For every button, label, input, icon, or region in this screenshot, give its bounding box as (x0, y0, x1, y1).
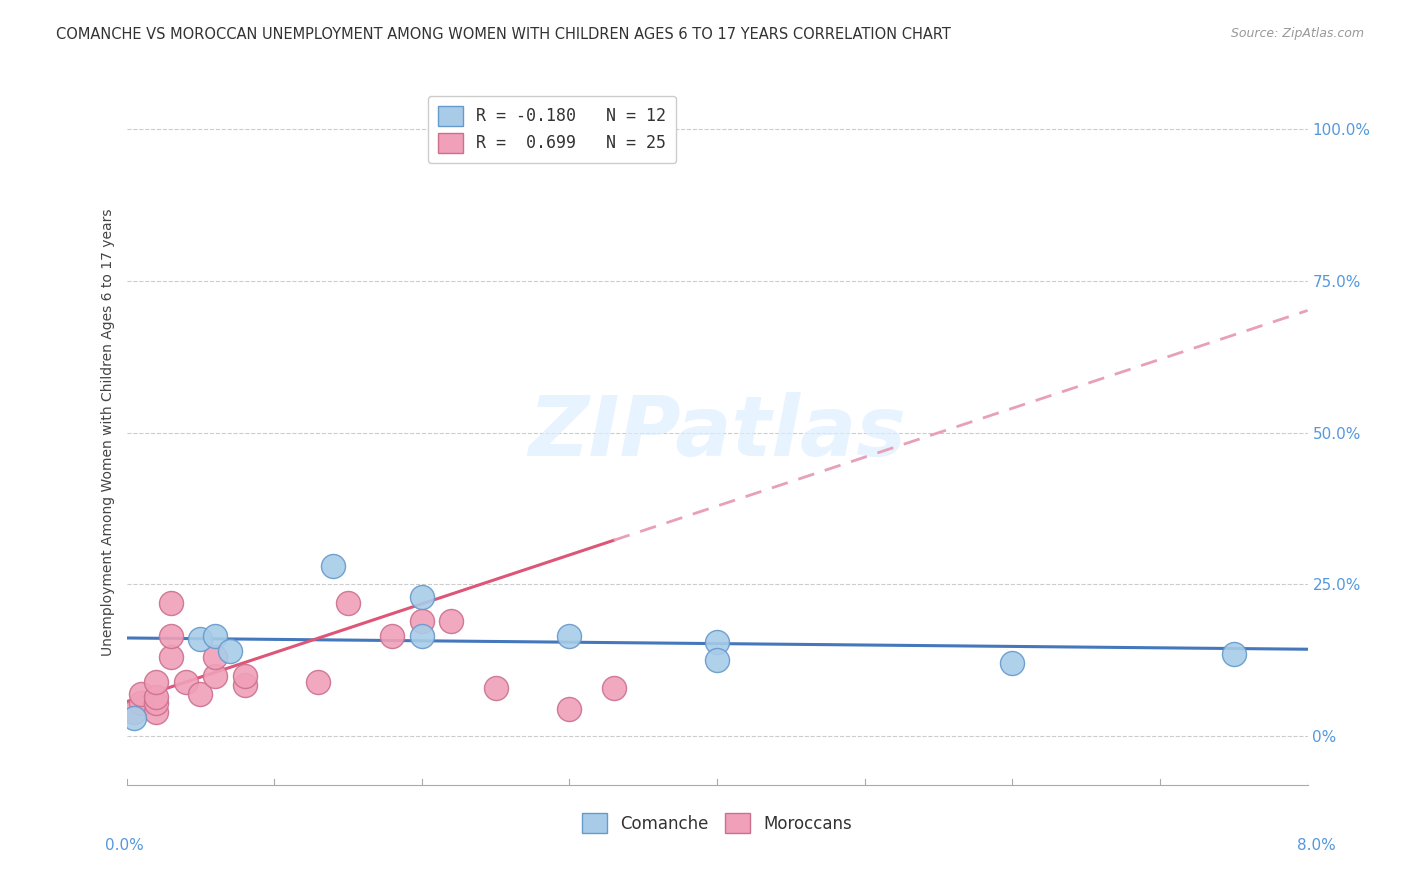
Point (145, 705, 167, 719)
Point (204, 629, 226, 643)
Point (706, 653, 728, 667)
Point (188, 632, 212, 647)
Text: 8.0%: 8.0% (1296, 838, 1336, 854)
Point (1001, 657, 1024, 671)
Point (160, 650, 183, 665)
Point (219, 644, 242, 658)
Point (1223, 648, 1246, 662)
Text: ZIPatlas: ZIPatlas (529, 392, 905, 473)
Point (706, 635, 728, 649)
Point (603, 121, 626, 136)
Point (129, 696, 153, 710)
Text: Source: ZipAtlas.com: Source: ZipAtlas.com (1230, 27, 1364, 40)
Point (484, 681, 508, 695)
Point (440, 614, 463, 628)
Point (145, 690, 167, 704)
Point (145, 674, 167, 689)
Point (322, 559, 344, 574)
Point (411, 629, 433, 643)
Point (145, 696, 167, 710)
Point (411, 614, 433, 628)
Point (160, 629, 183, 643)
Point (188, 687, 212, 701)
Point (204, 668, 226, 682)
Point (204, 650, 226, 665)
Point (233, 668, 256, 682)
Y-axis label: Unemployment Among Women with Children Ages 6 to 17 years: Unemployment Among Women with Children A… (101, 209, 115, 657)
Text: COMANCHE VS MOROCCAN UNEMPLOYMENT AMONG WOMEN WITH CHILDREN AGES 6 TO 17 YEARS C: COMANCHE VS MOROCCAN UNEMPLOYMENT AMONG … (56, 27, 950, 42)
Point (233, 678, 256, 692)
Text: 0.0%: 0.0% (105, 838, 145, 854)
Point (558, 702, 581, 716)
Legend: Comanche, Moroccans: Comanche, Moroccans (575, 806, 859, 840)
Point (122, 705, 145, 719)
Point (603, 681, 626, 695)
Point (122, 711, 145, 725)
Point (558, 629, 581, 643)
Point (337, 596, 360, 610)
Point (160, 596, 183, 610)
Point (411, 590, 433, 604)
Point (129, 687, 153, 701)
Point (174, 674, 197, 689)
Point (381, 629, 404, 643)
Point (307, 674, 329, 689)
